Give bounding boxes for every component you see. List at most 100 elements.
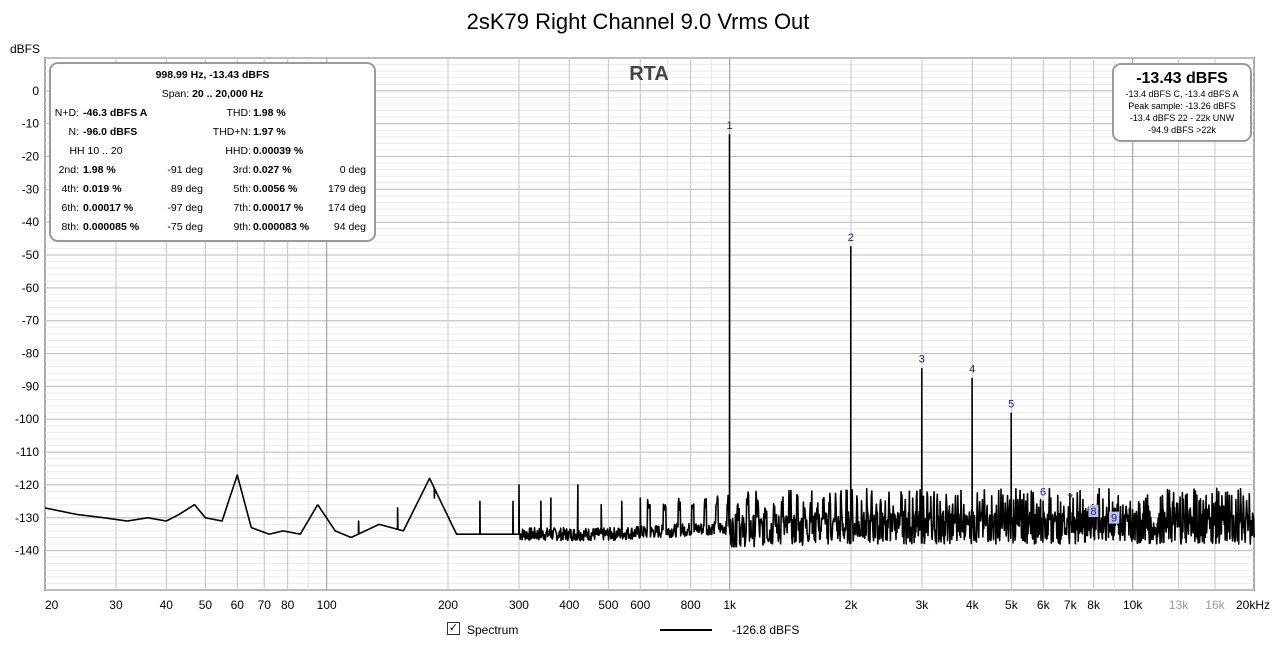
x-tick-label: 60 xyxy=(231,598,245,612)
harmonic-marker-bg xyxy=(1088,505,1099,518)
info-phase: 0 deg xyxy=(339,164,366,176)
x-tick-label: 5k xyxy=(1005,598,1019,612)
harmonic-marker: 8 xyxy=(1090,506,1096,518)
info-label: THD+N: xyxy=(212,126,251,138)
info-phase: 94 deg xyxy=(333,221,366,233)
x-tick-label: 600 xyxy=(630,598,650,612)
info-row: 6th: 0.00017 % -97 deg 7th: 0.00017 % 174 deg xyxy=(51,202,374,217)
info-row: 4th: 0.019 % 89 deg 5th: 0.0056 % 179 deg xyxy=(51,183,374,198)
y-tick-label: -70 xyxy=(22,314,40,328)
info-label: 4th: xyxy=(61,183,79,195)
info-phase: 179 deg xyxy=(328,183,366,195)
harmonic-marker: 4 xyxy=(969,364,975,376)
info-value: 0.00017 % xyxy=(83,202,134,214)
y-tick-label: -30 xyxy=(22,182,40,196)
level-readout-box: -13.43 dBFS -13.4 dBFS C, -13.4 dBFS A P… xyxy=(1112,63,1252,142)
harmonic-marker: 2 xyxy=(848,232,854,244)
x-tick-label: 20kHz xyxy=(1236,598,1270,612)
harmonic-marker: 5 xyxy=(1008,398,1014,410)
harmonic-marker: 3 xyxy=(919,354,925,366)
level-unweighted: -13.4 dBFS 22 - 22k UNW xyxy=(1129,113,1235,123)
level-main: -13.43 dBFS xyxy=(1136,70,1228,87)
legend: ✓ Spectrum -126.8 dBFS xyxy=(0,620,1276,640)
x-tick-label: 300 xyxy=(509,598,529,612)
y-tick-label: -140 xyxy=(15,544,39,558)
x-tick-label: 6k xyxy=(1037,598,1051,612)
info-row: 8th: 0.000085 % -75 deg 9th: 0.000083 % 94 de… xyxy=(51,221,374,236)
y-tick-label: -50 xyxy=(22,248,40,262)
x-tick-label: 50 xyxy=(199,598,213,612)
x-tick-label: 30 xyxy=(109,598,123,612)
level-peak-sample: Peak sample: -13.26 dBFS xyxy=(1128,101,1236,111)
x-tick-label: 400 xyxy=(559,598,579,612)
info-label: N+D: xyxy=(54,107,79,119)
info-label: 8th: xyxy=(61,221,79,233)
chart-title: 2sK79 Right Channel 9.0 Vrms Out xyxy=(466,9,810,34)
harmonic-marker-bg xyxy=(1109,511,1120,524)
y-tick-label: -20 xyxy=(22,150,40,164)
x-tick-label: 100 xyxy=(317,598,337,612)
harmonic-marker: 6 xyxy=(1040,486,1046,498)
spectrum-checkbox[interactable]: ✓ xyxy=(447,622,460,635)
y-axis-label: dBFS xyxy=(10,42,41,56)
span-label: Span: xyxy=(161,88,190,100)
info-label: 2nd: xyxy=(58,164,79,176)
info-label: 9th: xyxy=(233,221,251,233)
info-value: 0.0056 % xyxy=(253,183,298,195)
y-tick-label: -40 xyxy=(22,215,40,229)
harmonic-marker: 9 xyxy=(1111,513,1117,525)
y-tick-label: -130 xyxy=(15,511,39,525)
y-tick-label: -10 xyxy=(22,117,40,131)
info-value: 1.98 % xyxy=(83,164,116,176)
legend-line-swatch xyxy=(660,629,712,631)
x-tick-label: 10k xyxy=(1123,598,1143,612)
level-above-22k: -94.9 dBFS >22k xyxy=(1148,125,1216,135)
x-tick-label: 4k xyxy=(966,598,980,612)
info-label: HHD: xyxy=(225,145,251,157)
x-tick-label: 8k xyxy=(1087,598,1101,612)
info-label: 7th: xyxy=(233,202,251,214)
y-tick-label: -110 xyxy=(16,445,39,459)
info-row: N+D: -46.3 dBFS A THD: 1.98 % xyxy=(51,107,374,122)
info-row: HH 10 .. 20 HHD: 0.00039 % xyxy=(51,145,374,160)
span-value: 20 .. 20,000 Hz xyxy=(192,88,264,100)
x-tick-label: 16k xyxy=(1205,598,1225,612)
x-tick-label: 800 xyxy=(681,598,701,612)
info-value: 1.98 % xyxy=(253,107,286,119)
info-phase: -91 deg xyxy=(167,164,203,176)
x-tick-label: 80 xyxy=(281,598,295,612)
distortion-info-box: 998.99 Hz, -13.43 dBFS Span: 20 .. 20,00… xyxy=(49,62,376,242)
info-row: 2nd: 1.98 % -91 deg 3rd: 0.027 % 0 deg xyxy=(51,164,374,179)
y-tick-label: -120 xyxy=(15,478,39,492)
info-row: N: -96.0 dBFS THD+N: 1.97 % xyxy=(51,126,374,141)
info-label: HH 10 .. 20 xyxy=(69,145,123,157)
spectrum-trace xyxy=(44,134,1255,548)
info-value: -96.0 dBFS xyxy=(83,126,138,138)
y-tick-label: -60 xyxy=(22,281,40,295)
x-tick-label: 200 xyxy=(438,598,458,612)
legend-value: -126.8 dBFS xyxy=(732,623,800,637)
x-tick-label: 1k xyxy=(723,598,737,612)
spectrum-checkbox-label[interactable]: Spectrum xyxy=(467,623,519,637)
info-value: 0.00017 % xyxy=(253,202,304,214)
info-label: THD: xyxy=(226,107,252,119)
info-value: 0.00039 % xyxy=(253,145,304,157)
x-tick-label: 40 xyxy=(160,598,174,612)
x-tick-label: 13k xyxy=(1169,598,1189,612)
x-tick-label: 20 xyxy=(45,598,59,612)
info-value: 1.97 % xyxy=(253,126,286,138)
info-label: 3rd: xyxy=(232,164,251,176)
info-label: N: xyxy=(68,126,80,138)
info-label: 5th: xyxy=(233,183,251,195)
info-value: 0.019 % xyxy=(83,183,122,195)
y-tick-label: -90 xyxy=(22,379,40,393)
level-weighted: -13.4 dBFS C, -13.4 dBFS A xyxy=(1125,89,1239,99)
info-label: 6th: xyxy=(61,202,79,214)
y-tick-label: -80 xyxy=(22,347,40,361)
x-tick-label: 70 xyxy=(258,598,272,612)
info-value: 0.027 % xyxy=(253,164,292,176)
info-phase: -75 deg xyxy=(167,221,203,233)
info-value: 0.000085 % xyxy=(83,221,140,233)
fundamental-readout: 998.99 Hz, -13.43 dBFS xyxy=(155,69,270,81)
x-tick-label: 2k xyxy=(845,598,859,612)
